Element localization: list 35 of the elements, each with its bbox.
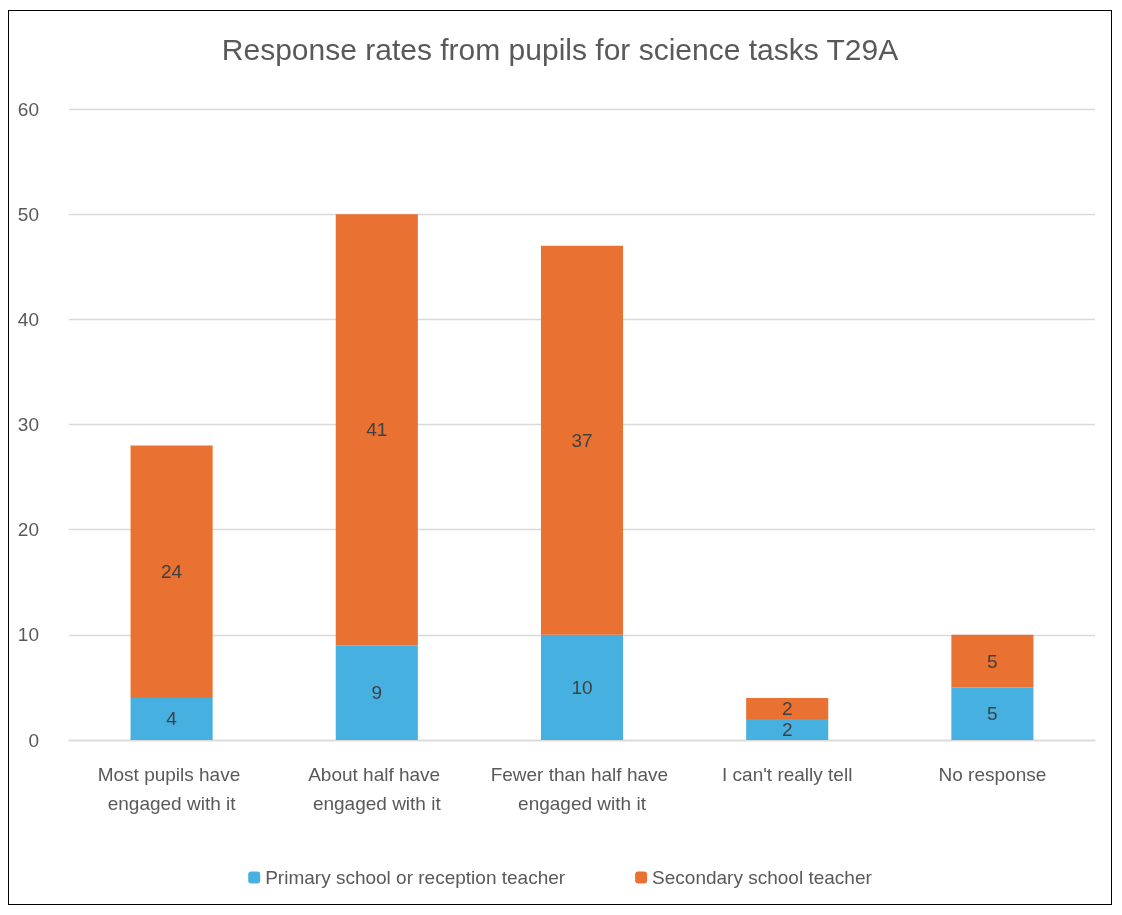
data-label: 5 [987, 703, 998, 725]
bar [335, 214, 418, 646]
x-tick-label: Fewer than half have engaged with it [490, 764, 674, 814]
chart-title: Response rates from pupils for science tasks T29A [221, 32, 899, 66]
bar [746, 718, 829, 740]
bar [335, 645, 418, 740]
y-tick-label: 60 [17, 98, 39, 120]
data-label: 37 [571, 429, 593, 451]
x-tick-label: I can't really tell [722, 764, 853, 785]
data-label: 2 [781, 697, 793, 719]
legend-label: Secondary school teacher [652, 867, 873, 888]
legend-label: Primary school or reception teacher [265, 867, 566, 888]
data-label: 2 [781, 718, 793, 740]
data-label: 4 [166, 708, 178, 730]
data-label: 9 [371, 682, 383, 704]
bar [130, 445, 213, 698]
bar [951, 634, 1034, 688]
data-label: 24 [161, 561, 183, 583]
data-label: 41 [366, 419, 388, 441]
y-tick-label: 40 [17, 308, 39, 330]
y-tick-label: 30 [17, 414, 39, 435]
y-tick-label: 10 [17, 624, 39, 646]
bar [540, 634, 624, 740]
x-tick-label: About half have engaged with it [308, 764, 446, 814]
bar [540, 245, 624, 635]
bar [951, 687, 1034, 740]
data-label: 5 [987, 650, 998, 672]
y-tick-label: 0 [28, 729, 39, 751]
bar [746, 697, 829, 719]
x-tick-label: No response [938, 764, 1047, 785]
data-label: 10 [571, 676, 593, 698]
y-tick-label: 50 [17, 203, 39, 225]
y-tick-label: 20 [17, 519, 39, 541]
x-tick-label: Most pupils have engaged with it [97, 764, 246, 814]
bar [130, 697, 213, 740]
